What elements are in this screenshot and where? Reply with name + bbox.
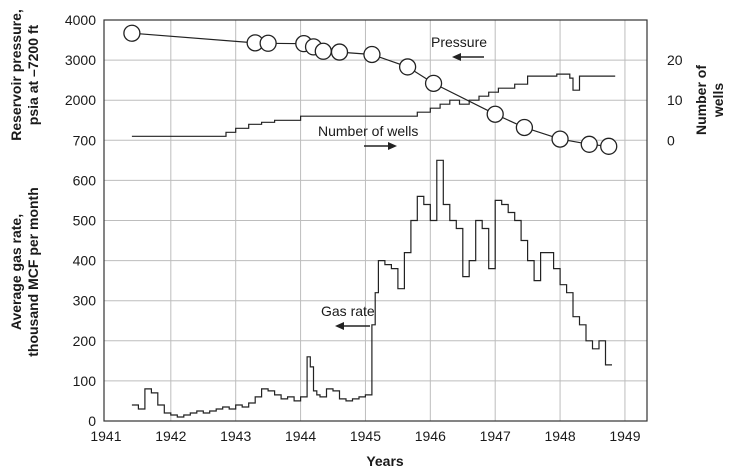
- grid: [104, 20, 647, 421]
- wells-line: [131, 73, 616, 137]
- x-tick-label: 1949: [609, 428, 640, 444]
- right-tick-label: 0: [667, 132, 675, 148]
- wells-axis-title-line1: Number of: [693, 65, 709, 135]
- right-tick-label: 10: [667, 92, 683, 108]
- left-tick-label: 200: [73, 333, 97, 349]
- pressure-annotation: Pressure: [431, 34, 487, 50]
- left-tick-label: 4000: [65, 12, 96, 28]
- left-tick-label: 500: [73, 213, 97, 229]
- x-tick-label: 1941: [90, 428, 121, 444]
- x-tick-label: 1942: [155, 428, 186, 444]
- tick-labels: 1941 1942 1943 1944 1945 1946 1947 1948 19494000…: [65, 12, 683, 444]
- left-tick-label: 400: [73, 253, 97, 269]
- left-tick-label: 0: [88, 413, 96, 429]
- pressure-point: [314, 42, 332, 60]
- pressure-point: [515, 118, 534, 137]
- pressure-markers: [123, 24, 618, 155]
- x-tick-label: 1947: [480, 428, 511, 444]
- pressure-point: [259, 34, 277, 52]
- pressure-point: [330, 43, 349, 61]
- x-tick-label: 1943: [220, 428, 251, 444]
- gas-rate-axis-title: Average gas rate, thousand MCF per month: [8, 187, 41, 357]
- gas-rate-annotation: Gas rate: [321, 303, 375, 319]
- plot-frame: [103, 19, 648, 422]
- pressure-point: [363, 45, 381, 64]
- x-tick-label: 1948: [544, 428, 575, 444]
- wells-annotation: Number of wells: [318, 123, 418, 139]
- pressure-point: [580, 135, 598, 153]
- x-axis-title: Years: [366, 453, 404, 468]
- pressure-point: [123, 24, 141, 42]
- x-tick-label: 1944: [285, 428, 316, 444]
- left-tick-label: 600: [73, 172, 97, 188]
- gas-rate-axis-title-line1: Average gas rate,: [8, 214, 24, 330]
- wells-axis-title-line2: wells: [710, 83, 726, 118]
- pressure-point: [486, 105, 504, 123]
- wells-arrow-icon: [364, 142, 397, 150]
- x-tick-label: 1946: [415, 428, 446, 444]
- right-tick-label: 20: [667, 52, 683, 68]
- x-tick-label: 1945: [350, 428, 381, 444]
- gas-rate-arrow-icon: [335, 322, 370, 330]
- wells-axis-title: Number of wells: [693, 65, 726, 135]
- pressure-point: [424, 74, 443, 93]
- left-tick-label: 300: [73, 293, 97, 309]
- left-tick-label: 2000: [65, 92, 96, 108]
- series-layer: [131, 32, 616, 418]
- gas-rate-line: [131, 159, 612, 418]
- gas-rate-axis-title-line2: thousand MCF per month: [25, 187, 41, 357]
- pressure-axis-title: Reservoir pressure, psia at –7200 ft: [8, 9, 41, 141]
- left-tick-label: 700: [73, 132, 97, 148]
- pressure-point: [551, 130, 569, 148]
- pressure-arrow-icon: [452, 53, 484, 61]
- pressure-axis-title-line1: Reservoir pressure,: [8, 9, 24, 141]
- left-tick-label: 3000: [65, 52, 96, 68]
- left-tick-label: 100: [73, 373, 97, 389]
- pressure-axis-title-line2: psia at –7200 ft: [25, 24, 41, 125]
- pressure-point: [398, 58, 417, 76]
- pressure-point: [600, 137, 618, 155]
